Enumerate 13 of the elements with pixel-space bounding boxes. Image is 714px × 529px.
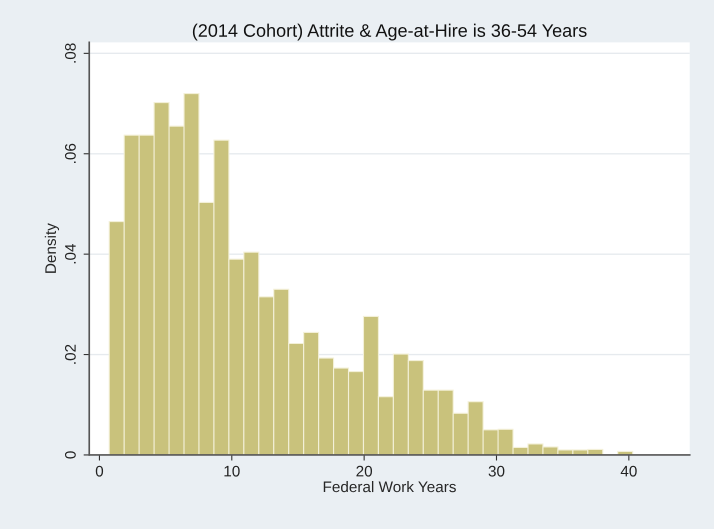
x-tick-label: 0	[96, 466, 104, 477]
x-tick-label: 10	[224, 466, 240, 477]
y-tick-label: .06	[64, 144, 76, 163]
y-tick-label: .02	[64, 344, 76, 364]
x-tick-label: 30	[488, 466, 504, 477]
x-axis-title: Federal Work Years	[324, 480, 456, 492]
x-tick-label: 20	[356, 466, 372, 477]
y-tick-label: 0	[64, 451, 76, 459]
y-tick-label: .08	[64, 43, 76, 63]
y-axis-title: Density	[44, 223, 60, 273]
x-tick-label: 40	[620, 466, 637, 477]
y-tick-label: .04	[64, 244, 76, 264]
chart-title: (2014 Cohort) Attrite & Age-at-Hire is 36-54 Years	[192, 24, 587, 41]
